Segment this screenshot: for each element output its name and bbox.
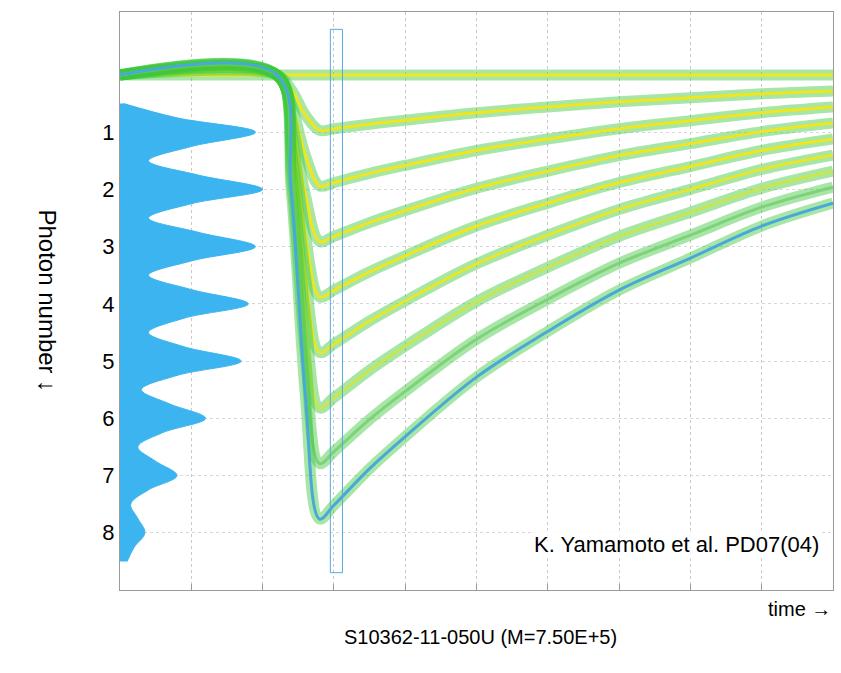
svg-text:5: 5 (102, 349, 114, 374)
svg-text:2: 2 (102, 177, 114, 202)
svg-text:time →: time → (768, 598, 831, 620)
svg-text:8: 8 (102, 520, 114, 545)
svg-text:6: 6 (102, 406, 114, 431)
svg-text:S10362-11-050U (M=7.50E+5): S10362-11-050U (M=7.50E+5) (344, 626, 617, 648)
svg-text:1: 1 (102, 120, 114, 145)
svg-text:Photon number ↓: Photon number ↓ (34, 210, 61, 393)
svg-text:4: 4 (102, 292, 114, 317)
svg-text:K. Yamamoto et al. PD07(04): K. Yamamoto et al. PD07(04) (534, 532, 819, 557)
svg-text:3: 3 (102, 234, 114, 259)
svg-text:7: 7 (102, 463, 114, 488)
